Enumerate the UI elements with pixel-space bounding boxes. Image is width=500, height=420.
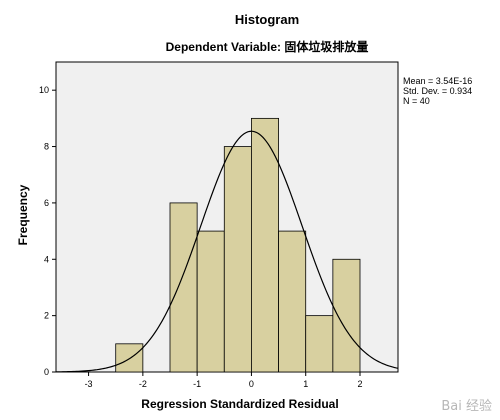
x-tick-label: 2: [357, 379, 362, 389]
y-axis: 0 2 4 6 8 10: [39, 85, 56, 377]
normal-curve: [55, 130, 399, 373]
x-tick-label: -3: [85, 379, 93, 389]
histogram-bar-6: [278, 230, 307, 373]
x-axis-label: Regression Standardized Residual: [141, 397, 338, 411]
y-tick-label: 6: [44, 198, 49, 208]
histogram-bar-8: [332, 258, 361, 373]
histogram-bar-7: [305, 315, 334, 373]
histogram-bar-0: [115, 343, 144, 373]
y-tick-label: 4: [44, 254, 49, 264]
watermark: Bai 经验: [441, 398, 492, 414]
x-tick-label: 1: [303, 379, 308, 389]
stats-mean: Mean = 3.54E-16: [403, 76, 472, 86]
x-tick-label: -1: [193, 379, 201, 389]
histogram-bar-3: [196, 230, 225, 373]
y-tick-label: 10: [39, 85, 49, 95]
y-tick-label: 0: [44, 367, 49, 377]
histogram-bars: [115, 117, 361, 373]
y-tick-label: 8: [44, 142, 49, 152]
chart-subtitle: Dependent Variable: 固体垃圾排放量: [166, 39, 369, 54]
y-tick-label: 2: [44, 311, 49, 321]
y-axis-label: Frequency: [16, 184, 30, 245]
histogram-bar-2: [169, 202, 198, 373]
histogram-bar-4: [223, 146, 252, 373]
stats-n: N = 40: [403, 96, 430, 106]
x-axis: -3 -2 -1 0 1 2: [85, 372, 363, 389]
histogram-bar-5: [251, 117, 279, 373]
statistics-box: Mean = 3.54E-16 Std. Dev. = 0.934 N = 40: [403, 76, 472, 106]
x-tick-label: -2: [139, 379, 147, 389]
chart-title: Histogram: [235, 12, 299, 27]
x-tick-label: 0: [249, 379, 254, 389]
stats-std-dev: Std. Dev. = 0.934: [403, 86, 472, 96]
